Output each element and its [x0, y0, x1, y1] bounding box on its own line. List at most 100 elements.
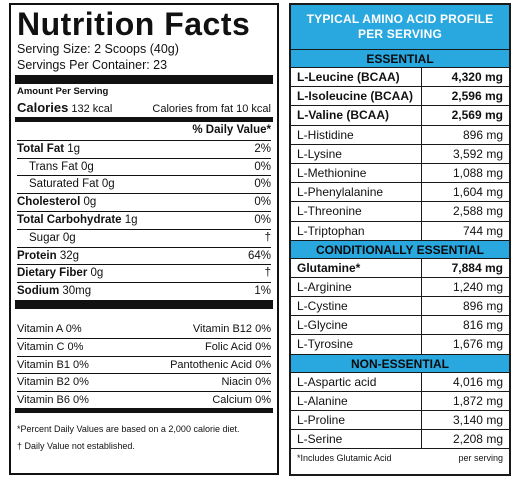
vitamin-row: Vitamin B2 0% Niacin 0% — [17, 373, 271, 391]
amino-amount: 1,604 mg — [452, 185, 503, 200]
nutrient-label: Dietary Fiber — [17, 267, 88, 280]
nutrient-label-group: Sodium 30mg — [17, 283, 91, 300]
amino-footnote-right: per serving — [458, 453, 503, 464]
nutrient-daily-value: 2% — [254, 142, 271, 155]
nutrient-label: Protein — [17, 249, 57, 262]
divider-thick — [15, 299, 273, 309]
amino-amount: 3,592 mg — [452, 146, 503, 161]
nutrient-row: Protein 32g 64% — [17, 246, 271, 265]
amino-row: L-Arginine 1,240 mg — [291, 276, 509, 297]
nutrient-daily-value: 1% — [254, 285, 271, 298]
amino-name: Glutamine* — [291, 258, 422, 277]
nutrient-label-group: Dietary Fiber 0g — [17, 265, 103, 282]
nutrition-facts-panel: Nutrition Facts Serving Size: 2 Scoops (… — [9, 3, 279, 475]
amino-amount: 744 mg — [462, 223, 503, 238]
amino-amount: 7,884 mg — [451, 260, 503, 275]
vitamin-right: Folic Acid 0% — [204, 341, 271, 354]
amino-row: L-Methionine 1,088 mg — [291, 162, 509, 183]
nutrient-label-group: Saturated Fat 0g — [29, 176, 115, 193]
amino-amount: 816 mg — [462, 318, 503, 333]
calories-from-fat: Calories from fat 10 kcal — [152, 103, 271, 115]
nutrient-label-group: Sugar 0g — [29, 230, 76, 247]
footnote-daily-values: *Percent Daily Values are based on a 2,0… — [17, 424, 240, 435]
nutrient-label-group: Cholesterol 0g — [17, 194, 96, 211]
amino-name: L-Alanine — [291, 391, 422, 410]
amino-name: L-Cystine — [291, 297, 422, 316]
amino-name: L-Aspartic acid — [291, 372, 422, 391]
amino-amount: 4,320 mg — [451, 70, 503, 84]
nutrient-amount: 1g — [124, 213, 138, 226]
amino-name: L-Leucine (BCAA) — [291, 68, 422, 87]
servings-per-container: Servings Per Container: 23 — [17, 58, 168, 72]
nutrient-row: Saturated Fat 0g 0% — [17, 175, 271, 193]
vitamin-row: Vitamin C 0% Folic Acid 0% — [17, 338, 271, 356]
vitamin-right: Pantothenic Acid 0% — [170, 358, 271, 371]
nutrient-row: Cholesterol 0g 0% — [17, 193, 271, 211]
vitamin-row: Vitamin A 0% Vitamin B12 0% — [17, 321, 271, 339]
divider-medium — [15, 408, 273, 414]
nutrient-label: Saturated Fat — [29, 178, 99, 191]
amino-amount: 1,676 mg — [452, 337, 503, 352]
nutrient-row: Sodium 30mg 1% — [17, 282, 271, 300]
nutrient-amount: 0g — [80, 160, 94, 173]
nutrient-row: Trans Fat 0g 0% — [17, 157, 271, 176]
nutrition-title: Nutrition Facts — [17, 6, 251, 42]
nutrient-amount: 0g — [90, 267, 104, 280]
amino-row: L-Aspartic acid 4,016 mg — [291, 371, 509, 391]
nutrient-daily-value: 64% — [247, 249, 271, 262]
vitamin-left: Vitamin C 0% — [17, 341, 84, 354]
daily-value-header-row: % Daily Value* — [17, 122, 271, 140]
amino-name: L-Tyrosine — [291, 335, 422, 354]
vitamin-row: Vitamin B1 0% Pantothenic Acid 0% — [17, 355, 271, 374]
nutrient-row: Total Carbohydrate 1g 0% — [17, 210, 271, 229]
amino-name: L-Threonine — [291, 202, 422, 221]
nutrient-row: Total Fat 1g 2% — [17, 139, 271, 158]
amino-row: L-Serine 2,208 mg — [291, 429, 509, 449]
amino-name: L-Histidine — [291, 125, 422, 144]
nutrient-amount: 0g — [101, 178, 115, 191]
amino-row: L-Cystine 896 mg — [291, 296, 509, 316]
amino-amount: 896 mg — [462, 127, 503, 142]
amino-amount: 3,140 mg — [452, 413, 503, 427]
amino-title-line2: PER SERVING — [357, 27, 442, 41]
nutrient-daily-value: † — [264, 267, 271, 280]
nutrient-label: Sodium — [17, 285, 60, 298]
calories-value: 132 kcal — [71, 103, 113, 115]
amino-name: L-Isoleucine (BCAA) — [291, 87, 422, 106]
vitamin-right: Niacin 0% — [221, 376, 271, 389]
vitamin-right: Vitamin B12 0% — [192, 322, 271, 335]
amino-section-title: NON-ESSENTIAL — [291, 353, 509, 372]
nutrient-daily-value: † — [264, 231, 271, 244]
amino-row: L-Proline 3,140 mg — [291, 410, 509, 430]
daily-value-header: % Daily Value* — [192, 124, 271, 136]
amino-row: L-Isoleucine (BCAA) 2,596 mg — [291, 86, 509, 106]
amino-section-title: CONDITIONALLY ESSENTIAL — [291, 239, 509, 258]
nutrient-label-group: Trans Fat 0g — [29, 159, 94, 176]
nutrient-amount: 30mg — [62, 285, 92, 298]
divider-medium — [15, 117, 273, 122]
amino-row: L-Histidine 896 mg — [291, 124, 509, 144]
serving-size: Serving Size: 2 Scoops (40g) — [17, 42, 179, 56]
amino-name: L-Serine — [291, 430, 422, 449]
amino-section-title: ESSENTIAL — [291, 49, 509, 67]
amino-sections: ESSENTIAL L-Leucine (BCAA) 4,320 mg L-Isole… — [291, 49, 509, 449]
amino-row: L-Glycine 816 mg — [291, 315, 509, 335]
amount-per-serving: Amount Per Serving — [17, 86, 109, 97]
amino-amount: 4,016 mg — [452, 374, 503, 389]
nutrient-label: Cholesterol — [17, 196, 81, 209]
amino-amount: 2,569 mg — [451, 108, 503, 123]
nutrient-daily-value: 0% — [254, 178, 271, 191]
nutrient-label: Trans Fat — [29, 160, 78, 173]
amino-amount: 2,588 mg — [452, 204, 503, 219]
nutrient-amount: 0g — [83, 196, 97, 209]
divider-thick — [15, 75, 273, 84]
vitamin-left: Vitamin A 0% — [17, 322, 82, 335]
amino-amount: 1,088 mg — [452, 165, 503, 180]
amino-row: L-Threonine 2,588 mg — [291, 201, 509, 221]
amino-amount: 2,208 mg — [452, 432, 503, 447]
nutrient-label: Total Fat — [17, 142, 65, 155]
vitamin-right: Calcium 0% — [212, 393, 271, 406]
amino-row: L-Tyrosine 1,676 mg — [291, 334, 509, 354]
amino-footnote-left: *Includes Glutamic Acid — [297, 453, 392, 464]
nutrient-label-group: Total Fat 1g — [17, 141, 80, 158]
